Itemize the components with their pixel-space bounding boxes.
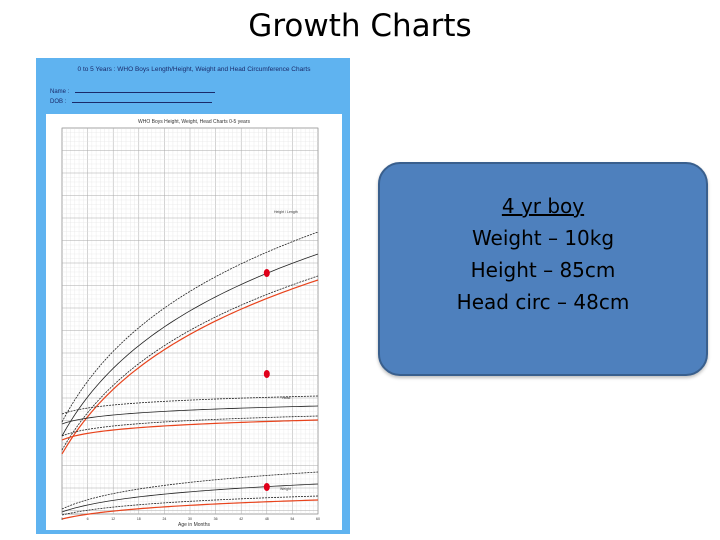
growth-chart: 0 to 5 Years : WHO Boys Length/Height, W… [36, 58, 350, 534]
x-tick-label-8: 48 [265, 517, 269, 521]
case-weight: Weight – 10kg [471, 226, 615, 250]
percentile-curve [61, 483, 319, 513]
child-curve [61, 499, 319, 520]
name-label: Name : [50, 89, 70, 95]
marker-height [263, 269, 270, 277]
case-head-circ: Head circ – 48cm [456, 290, 630, 314]
chart-heading: 0 to 5 Years : WHO Boys Length/Height, W… [77, 66, 311, 73]
percentile-curve [61, 231, 319, 423]
percentile-curve [61, 495, 319, 516]
x-tick-label-1: 6 [87, 517, 89, 521]
x-tick-label-6: 36 [214, 517, 218, 521]
percentile-curve [61, 395, 319, 415]
x-tick-label-3: 18 [137, 517, 141, 521]
child-curve [61, 419, 319, 441]
plot-area: WHO Boys Height, Weight, Head Charts 0-5… [46, 114, 342, 530]
marker-head [263, 370, 270, 378]
child-markers [263, 269, 270, 491]
x-tick-label-4: 24 [162, 517, 166, 521]
x-tick-label-9: 54 [290, 517, 294, 521]
x-axis-label: Age in Months [178, 522, 210, 528]
percentile-curve [61, 253, 319, 437]
plot-title: WHO Boys Height, Weight, Head Charts 0-5… [138, 119, 250, 125]
slide-title: Growth Charts [248, 8, 472, 44]
dob-label: DOB : [50, 99, 67, 105]
weight-curve-label: Weight [280, 487, 291, 491]
dob-field: DOB : [50, 96, 213, 105]
x-tick-label-2: 12 [111, 517, 115, 521]
chart-header: 0 to 5 Years : WHO Boys Length/Height, W… [36, 58, 350, 110]
name-field: Name : [50, 86, 216, 95]
child-curve [61, 279, 319, 455]
case-title: 4 yr boy [501, 194, 585, 218]
case-height: Height – 85cm [470, 258, 616, 282]
x-tick-label-0: 0 [61, 517, 63, 521]
marker-weight [263, 483, 270, 491]
x-ticks: 0 6 12 18 24 30 36 42 48 54 60 [61, 517, 320, 521]
growth-plot-svg: WHO Boys Height, Weight, Head Charts 0-5… [61, 119, 320, 528]
percentile-curve [61, 415, 319, 437]
case-info-text: 4 yr boy Weight – 10kg Height – 85cm Hea… [380, 190, 706, 318]
plot-grid [61, 127, 319, 515]
head-curve-label: Head [282, 396, 290, 400]
case-info-box: 4 yr boy Weight – 10kg Height – 85cm Hea… [378, 162, 708, 376]
percentile-curve [61, 471, 319, 510]
x-tick-label-5: 30 [188, 517, 192, 521]
percentile-curve [61, 275, 319, 451]
x-tick-label-7: 42 [239, 517, 243, 521]
height-curve-label: Height / Length [274, 210, 298, 214]
percentile-curves [61, 231, 319, 520]
x-tick-label-10: 60 [316, 517, 320, 521]
percentile-curve [61, 405, 319, 425]
